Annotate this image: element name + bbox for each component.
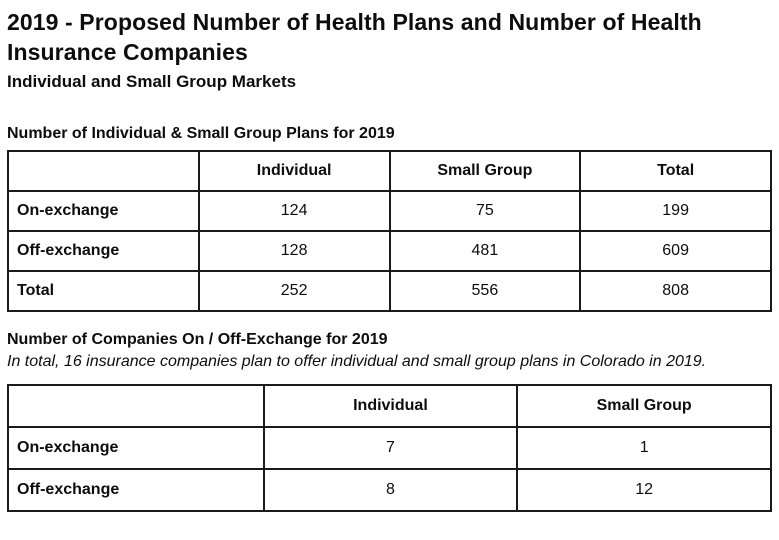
- plans-col-header-small-group: Small Group: [388, 149, 582, 192]
- companies-table-header-row: Individual Small Group: [7, 384, 772, 429]
- page-title: 2019 - Proposed Number of Health Plans a…: [7, 9, 702, 65]
- companies-off-exchange-individual: 8: [262, 468, 519, 513]
- plans-row-label-on-exchange: On-exchange: [7, 189, 200, 232]
- plans-off-exchange-individual: 128: [197, 229, 391, 272]
- plans-row-label-off-exchange: Off-exchange: [7, 229, 200, 272]
- companies-on-exchange-small-group: 1: [516, 426, 772, 471]
- plans-table: Individual Small Group Total On-exchange…: [7, 149, 772, 312]
- table-row: Off-exchange 128 481 609: [7, 229, 772, 272]
- companies-col-header-small-group: Small Group: [516, 384, 772, 429]
- companies-row-label-off-exchange: Off-exchange: [7, 468, 265, 513]
- table-row: Off-exchange 8 12: [7, 468, 772, 513]
- table-row: On-exchange 7 1: [7, 426, 772, 471]
- companies-col-header-individual: Individual: [262, 384, 519, 429]
- plans-total-total: 808: [579, 269, 772, 312]
- companies-row-label-on-exchange: On-exchange: [7, 426, 265, 471]
- companies-note: In total, 16 insurance companies plan to…: [7, 352, 707, 370]
- table-row: On-exchange 124 75 199: [7, 189, 772, 232]
- plans-row-label-total: Total: [7, 269, 200, 312]
- companies-col-header-blank: [7, 384, 265, 429]
- plans-on-exchange-total: 199: [579, 189, 772, 232]
- companies-on-exchange-individual: 7: [262, 426, 519, 471]
- table-row: Total 252 556 808: [7, 269, 772, 312]
- page-subtitle: Individual and Small Group Markets: [7, 71, 297, 91]
- plans-section-heading: Number of Individual & Small Group Plans…: [7, 124, 395, 142]
- plans-total-individual: 252: [197, 269, 391, 312]
- plans-col-header-individual: Individual: [197, 149, 391, 192]
- companies-section-heading: Number of Companies On / Off-Exchange fo…: [7, 330, 388, 348]
- companies-table: Individual Small Group On-exchange 7 1 O…: [7, 384, 772, 513]
- plans-col-header-blank: [7, 149, 200, 192]
- companies-off-exchange-small-group: 12: [516, 468, 772, 513]
- plans-off-exchange-small-group: 481: [388, 229, 582, 272]
- plans-col-header-total: Total: [579, 149, 772, 192]
- plans-off-exchange-total: 609: [579, 229, 772, 272]
- plans-on-exchange-individual: 124: [197, 189, 391, 232]
- plans-on-exchange-small-group: 75: [388, 189, 582, 232]
- plans-total-small-group: 556: [388, 269, 582, 312]
- plans-table-header-row: Individual Small Group Total: [7, 149, 772, 192]
